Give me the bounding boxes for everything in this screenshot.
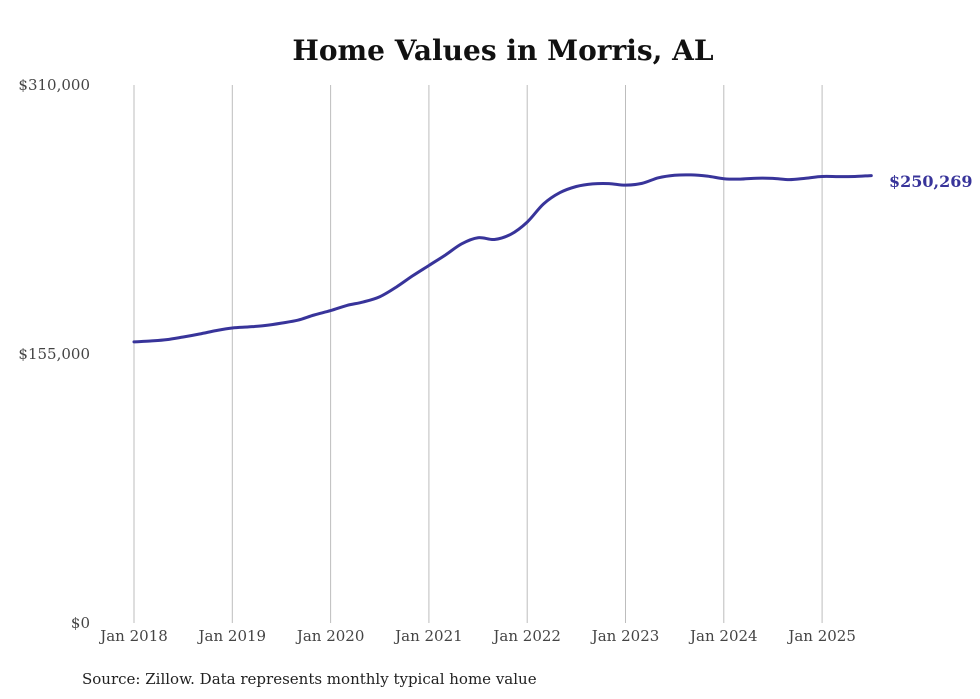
x-tick-label: Jan 2019 [197,627,267,645]
chart-title: Home Values in Morris, AL [292,34,713,67]
x-tick-label: Jan 2022 [491,627,561,645]
x-tick-label: Jan 2018 [98,627,168,645]
x-tick-label: Jan 2020 [295,627,365,645]
x-tick-label: Jan 2025 [786,627,856,645]
x-tick-label: Jan 2024 [688,627,758,645]
source-note: Source: Zillow. Data represents monthly … [82,670,537,688]
grid-lines [133,85,823,623]
last-value-label: $250,269 [889,172,973,191]
y-axis-ticks: $0 $155,000 $310,000 [18,76,90,632]
y-tick-label: $155,000 [18,345,90,363]
series-line [132,173,873,344]
y-tick-label: $310,000 [18,76,90,94]
x-axis-ticks: Jan 2018 Jan 2019 Jan 2020 Jan 2021 Jan 2022… [98,627,856,645]
y-tick-label: $0 [71,614,90,632]
series-layer [132,173,873,344]
x-tick-label: Jan 2023 [590,627,660,645]
x-tick-label: Jan 2021 [393,627,463,645]
